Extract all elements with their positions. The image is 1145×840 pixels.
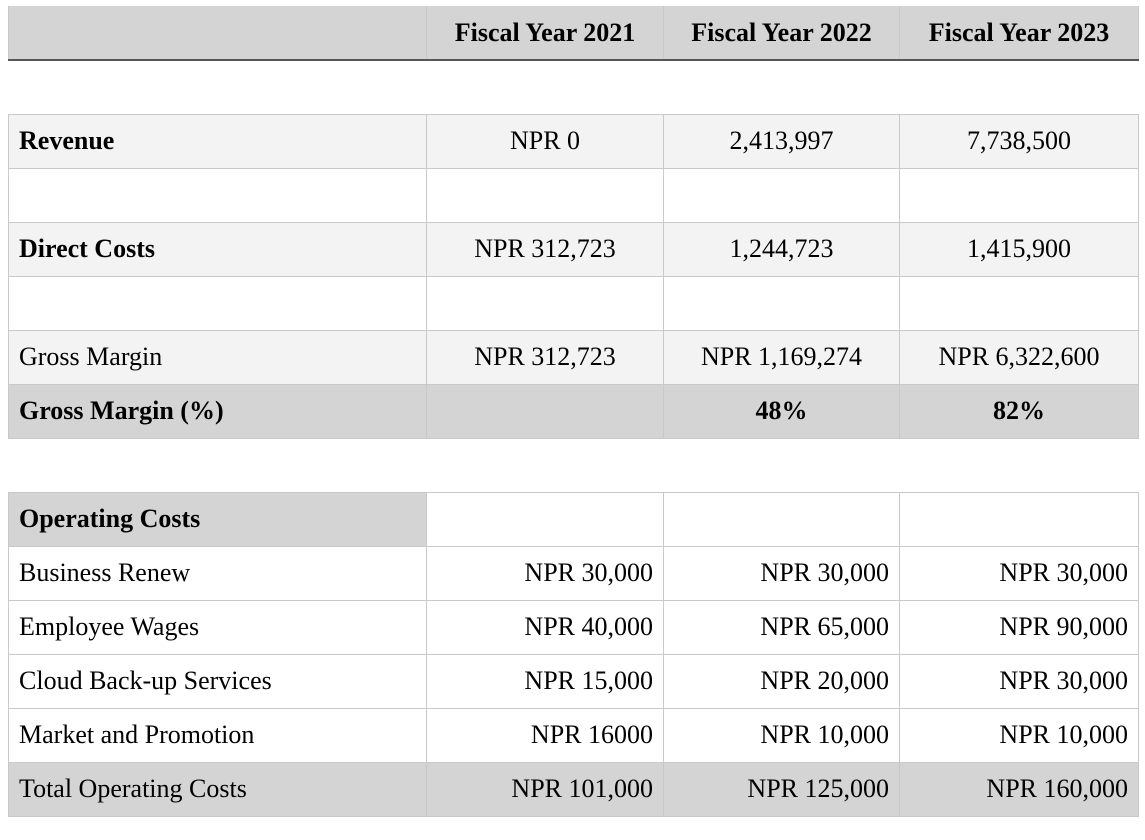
gross-margin-row: Gross Margin NPR 312,723 NPR 1,169,274 N… — [8, 329, 1139, 385]
total-operating-costs-label: Total Operating Costs — [8, 761, 427, 817]
gross-margin-2021: NPR 312,723 — [426, 329, 664, 385]
direct-costs-label: Direct Costs — [8, 221, 427, 277]
spacer-row — [8, 437, 1139, 493]
operating-cost-2023: NPR 30,000 — [899, 545, 1139, 601]
operating-cost-2021: NPR 40,000 — [426, 599, 664, 655]
revenue-2021: NPR 0 — [426, 113, 664, 169]
operating-cost-2022: NPR 10,000 — [663, 707, 900, 763]
operating-cost-2023: NPR 30,000 — [899, 653, 1139, 709]
operating-cost-2021: NPR 30,000 — [426, 545, 664, 601]
spacer-cell — [426, 275, 664, 331]
spacer-cell — [899, 275, 1139, 331]
operating-cost-2021: NPR 15,000 — [426, 653, 664, 709]
header-fy2023: Fiscal Year 2023 — [899, 6, 1139, 61]
gross-margin-label: Gross Margin — [8, 329, 427, 385]
operating-cost-row: Market and Promotion NPR 16000 NPR 10,00… — [8, 707, 1139, 763]
operating-cost-2022: NPR 30,000 — [663, 545, 900, 601]
spacer-cell — [8, 167, 427, 223]
empty-cell — [426, 491, 664, 547]
operating-cost-2021: NPR 16000 — [426, 707, 664, 763]
spacer-cell — [8, 437, 1139, 493]
gross-margin-pct-row: Gross Margin (%) 48% 82% — [8, 383, 1139, 439]
financial-table: Fiscal Year 2021 Fiscal Year 2022 Fiscal… — [8, 6, 1139, 817]
revenue-2022: 2,413,997 — [663, 113, 900, 169]
spacer-cell — [899, 167, 1139, 223]
operating-costs-label: Operating Costs — [8, 491, 427, 547]
gross-margin-pct-2021 — [426, 383, 664, 439]
operating-costs-header-row: Operating Costs — [8, 491, 1139, 547]
spacer-cell — [663, 275, 900, 331]
spacer-cell — [426, 167, 664, 223]
revenue-2023: 7,738,500 — [899, 113, 1139, 169]
operating-cost-2023: NPR 10,000 — [899, 707, 1139, 763]
header-fy2022: Fiscal Year 2022 — [663, 6, 900, 61]
gross-margin-2022: NPR 1,169,274 — [663, 329, 900, 385]
direct-costs-2021: NPR 312,723 — [426, 221, 664, 277]
direct-costs-2023: 1,415,900 — [899, 221, 1139, 277]
empty-cell — [899, 491, 1139, 547]
operating-cost-row: Business Renew NPR 30,000 NPR 30,000 NPR… — [8, 545, 1139, 601]
total-operating-costs-row: Total Operating Costs NPR 101,000 NPR 12… — [8, 761, 1139, 817]
total-operating-costs-2022: NPR 125,000 — [663, 761, 900, 817]
revenue-row: Revenue NPR 0 2,413,997 7,738,500 — [8, 113, 1139, 169]
spacer-row — [8, 59, 1139, 115]
direct-costs-2022: 1,244,723 — [663, 221, 900, 277]
operating-cost-label: Business Renew — [8, 545, 427, 601]
total-operating-costs-2021: NPR 101,000 — [426, 761, 664, 817]
spacer-cell — [8, 59, 1139, 115]
header-fy2021: Fiscal Year 2021 — [426, 6, 664, 61]
operating-cost-2022: NPR 20,000 — [663, 653, 900, 709]
operating-cost-label: Cloud Back-up Services — [8, 653, 427, 709]
operating-cost-row: Employee Wages NPR 40,000 NPR 65,000 NPR… — [8, 599, 1139, 655]
spacer-cell — [663, 167, 900, 223]
operating-cost-label: Employee Wages — [8, 599, 427, 655]
header-empty-cell — [8, 6, 427, 61]
operating-cost-2022: NPR 65,000 — [663, 599, 900, 655]
gross-margin-pct-label: Gross Margin (%) — [8, 383, 427, 439]
spacer-cell — [8, 275, 427, 331]
operating-cost-row: Cloud Back-up Services NPR 15,000 NPR 20… — [8, 653, 1139, 709]
spacer-row — [8, 167, 1139, 223]
operating-cost-2023: NPR 90,000 — [899, 599, 1139, 655]
spacer-row — [8, 275, 1139, 331]
gross-margin-2023: NPR 6,322,600 — [899, 329, 1139, 385]
gross-margin-pct-2022: 48% — [663, 383, 900, 439]
total-operating-costs-2023: NPR 160,000 — [899, 761, 1139, 817]
revenue-label: Revenue — [8, 113, 427, 169]
header-row: Fiscal Year 2021 Fiscal Year 2022 Fiscal… — [8, 6, 1139, 61]
gross-margin-pct-2023: 82% — [899, 383, 1139, 439]
direct-costs-row: Direct Costs NPR 312,723 1,244,723 1,415… — [8, 221, 1139, 277]
operating-cost-label: Market and Promotion — [8, 707, 427, 763]
empty-cell — [663, 491, 900, 547]
